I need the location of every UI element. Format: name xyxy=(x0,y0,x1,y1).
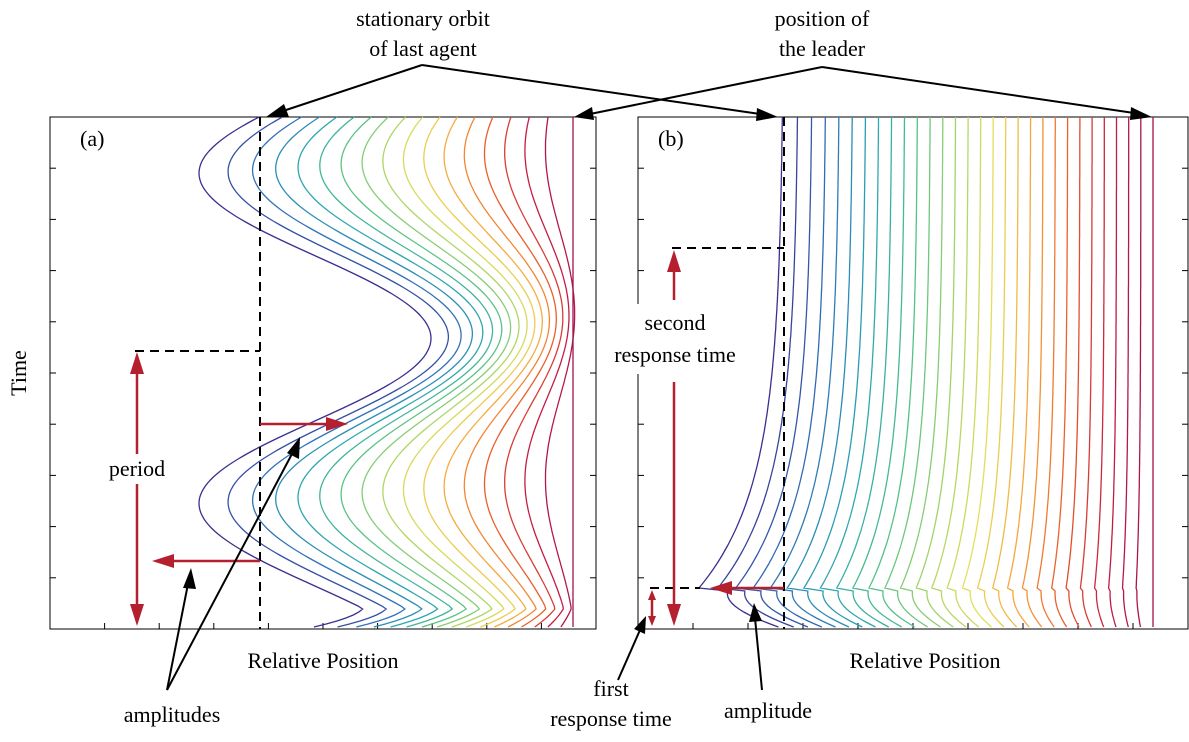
panel-b-agent-trajectory xyxy=(1036,117,1056,628)
panel-b-agent-trajectory xyxy=(786,117,853,628)
panel-a-agent-trajectory xyxy=(382,116,520,628)
panel-b-agent-trajectory xyxy=(991,117,1019,628)
panel-a-agent-trajectory xyxy=(402,116,528,628)
panel-b-agent-trajectory xyxy=(1021,117,1044,628)
panel-b-curves xyxy=(697,116,1154,628)
panel-b-agent-trajectory xyxy=(1107,117,1118,628)
panel-b-agent-trajectory xyxy=(915,117,957,628)
panel-b-x-axis-label: Relative Position xyxy=(850,648,1001,673)
panel-a-agent-trajectory xyxy=(361,116,512,628)
panel-a-agent-trajectory xyxy=(504,116,564,628)
panel-b-agent-trajectory xyxy=(1135,117,1142,628)
panel-a-ticks xyxy=(50,167,596,629)
panel-a-axes xyxy=(49,116,597,630)
panel-b-agent-trajectory xyxy=(851,117,906,628)
panel-b-agent-trajectory xyxy=(697,117,783,628)
panel-a-amplitude-arrow-left xyxy=(152,554,260,568)
panel-a-agent-trajectory xyxy=(198,116,432,628)
period-label: period xyxy=(109,456,165,481)
panel-b-first-response-arrow xyxy=(648,590,656,626)
panel-b-amplitude-arrow xyxy=(710,581,784,595)
panel-b-agent-trajectory xyxy=(1050,117,1069,628)
second-response-label-bg xyxy=(600,304,752,374)
panel-b-agent-trajectory xyxy=(835,117,893,628)
top-left-label-line2: of last agent xyxy=(369,36,477,61)
period-label-bg xyxy=(96,454,178,484)
top-left-label-line1: stationary orbit xyxy=(356,6,490,31)
panel-b-agent-trajectory xyxy=(961,117,994,628)
second-response-label-line1: second xyxy=(644,310,705,335)
panel-a-agent-trajectory xyxy=(544,116,576,628)
panel-b-agent-trajectory xyxy=(769,116,840,628)
panel-b-agent-trajectory xyxy=(819,117,880,628)
panel-b-second-response-arrow xyxy=(667,250,681,626)
first-response-label-line2: response time xyxy=(550,706,672,731)
panel-a-x-axis-label: Relative Position xyxy=(248,648,399,673)
panel-b-agent-trajectory xyxy=(868,117,918,628)
panel-a-agent-trajectory xyxy=(483,116,557,628)
panel-b-agent-trajectory xyxy=(734,116,813,628)
y-axis-label: Time xyxy=(6,350,31,396)
amplitude-label: amplitude xyxy=(724,698,812,723)
panel-b-agent-trajectory xyxy=(946,117,982,628)
panel-b-agent-trajectory xyxy=(930,117,969,628)
panel-b-agent-trajectory xyxy=(752,117,826,628)
amplitudes-label: amplitudes xyxy=(124,702,221,727)
panel-b-ticks xyxy=(638,167,1188,629)
panel-a-agent-trajectory xyxy=(423,116,536,628)
panel-b-label: (b) xyxy=(658,126,684,151)
panel-a-period-arrow xyxy=(130,352,144,626)
panel-b-agent-trajectory xyxy=(883,117,931,628)
panel-b-agent-trajectory xyxy=(716,116,799,628)
panel-a-agent-trajectory xyxy=(340,116,503,628)
panel-b-agent-trajectory xyxy=(1121,117,1130,628)
panel-b-agent-trajectory xyxy=(1006,117,1032,628)
panel-a-agent-trajectory xyxy=(251,116,462,628)
annotation-arrows xyxy=(166,64,1152,691)
panel-b-agent-trajectory xyxy=(1093,117,1105,628)
panel-a-agent-trajectory xyxy=(227,116,450,628)
panel-a-agent-trajectory xyxy=(443,116,543,628)
panel-a-agent-trajectory xyxy=(297,116,484,628)
top-right-label-line2: the leader xyxy=(779,36,866,61)
panel-a-curves xyxy=(198,116,576,628)
panel-b-agent-trajectory xyxy=(899,117,944,628)
top-right-label-line1: position of xyxy=(775,6,870,31)
panel-b-agent-trajectory xyxy=(976,117,1007,628)
panel-b-agent-trajectory xyxy=(1079,117,1093,628)
panel-a-agent-trajectory xyxy=(463,116,551,628)
second-response-label-line2: response time xyxy=(614,342,736,367)
panel-a-agent-trajectory xyxy=(275,116,474,628)
panel-a-label: (a) xyxy=(80,126,104,151)
panel-a-amplitude-arrow-right xyxy=(260,417,348,431)
first-response-label-line1: first xyxy=(593,676,628,701)
panel-a-agent-trajectory xyxy=(319,116,494,628)
panel-b-agent-trajectory xyxy=(802,117,867,628)
panel-a-agent-trajectory xyxy=(524,116,570,628)
panel-b-agent-trajectory xyxy=(1065,117,1081,628)
